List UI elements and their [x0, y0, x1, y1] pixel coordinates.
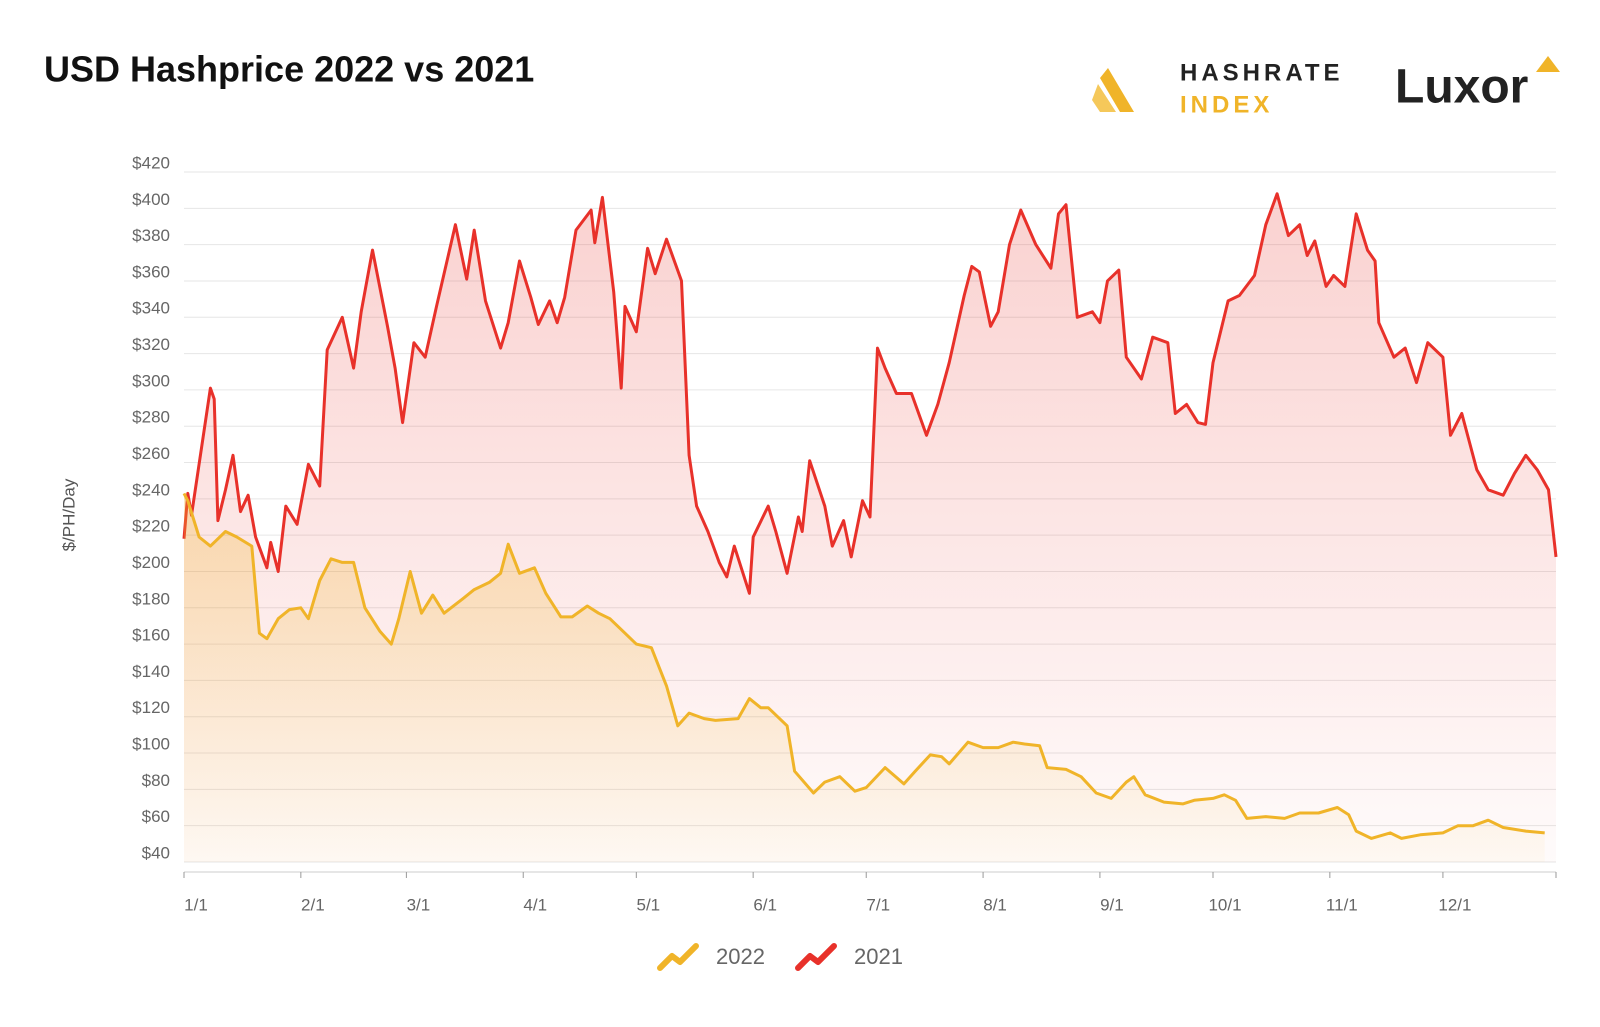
legend-icon [657, 943, 699, 971]
legend-item: 2021 [795, 943, 903, 971]
logo-text: HASHRATE [1180, 59, 1344, 86]
y-tick-label: $280 [132, 408, 170, 427]
x-tick-label: 5/1 [636, 895, 660, 914]
y-tick-label: $100 [132, 735, 170, 754]
legend-label: 2022 [716, 944, 765, 969]
x-tick-label: 3/1 [407, 895, 431, 914]
x-tick-label: 9/1 [1100, 895, 1124, 914]
hashrate-logo: HASHRATE INDEX [1092, 59, 1344, 118]
y-tick-label: $420 [132, 153, 170, 172]
y-tick-label: $240 [132, 480, 170, 499]
area [184, 493, 1545, 862]
luxor-logo: Luxor [1395, 56, 1560, 114]
x-tick-label: 8/1 [983, 895, 1007, 914]
y-tick-label: $40 [142, 843, 170, 862]
line [182, 492, 1545, 840]
y-tick-label: $140 [132, 662, 170, 681]
logo-shape [1092, 84, 1116, 112]
legend-icon [795, 943, 837, 971]
x-tick-label: 10/1 [1208, 895, 1241, 914]
y-tick-label: $260 [132, 444, 170, 463]
y-tick-label: $320 [132, 335, 170, 354]
chart-title: USD Hashprice 2022 vs 2021 [44, 49, 534, 90]
x-tick-label: 6/1 [753, 895, 777, 914]
y-axis-label: $/PH/Day [59, 478, 78, 551]
x-tick-label: 12/1 [1438, 895, 1471, 914]
y-tick-label: $400 [132, 190, 170, 209]
x-tick-label: 4/1 [523, 895, 547, 914]
y-tick-label: $180 [132, 589, 170, 608]
y-tick-label: $340 [132, 299, 170, 318]
y-tick-label: $380 [132, 226, 170, 245]
y-tick-label: $160 [132, 626, 170, 645]
y-tick-label: $120 [132, 698, 170, 717]
logo-text: Luxor [1395, 61, 1528, 114]
x-tick-label: 2/1 [301, 895, 325, 914]
line [182, 192, 1558, 595]
logo-text: INDEX [1180, 91, 1273, 118]
y-tick-label: $60 [142, 807, 170, 826]
y-tick-label: $200 [132, 553, 170, 572]
x-tick-label: 7/1 [866, 895, 890, 914]
logo-shape [1536, 56, 1560, 72]
y-tick-label: $80 [142, 771, 170, 790]
legend-label: 2021 [854, 944, 903, 969]
legend-item: 2022 [657, 943, 765, 971]
y-tick-label: $220 [132, 517, 170, 536]
x-tick-label: 11/1 [1326, 895, 1358, 914]
y-tick-label: $300 [132, 371, 170, 390]
x-tick-label: 1/1 [184, 895, 208, 914]
logo-shape [1100, 68, 1134, 112]
y-tick-label: $360 [132, 262, 170, 281]
